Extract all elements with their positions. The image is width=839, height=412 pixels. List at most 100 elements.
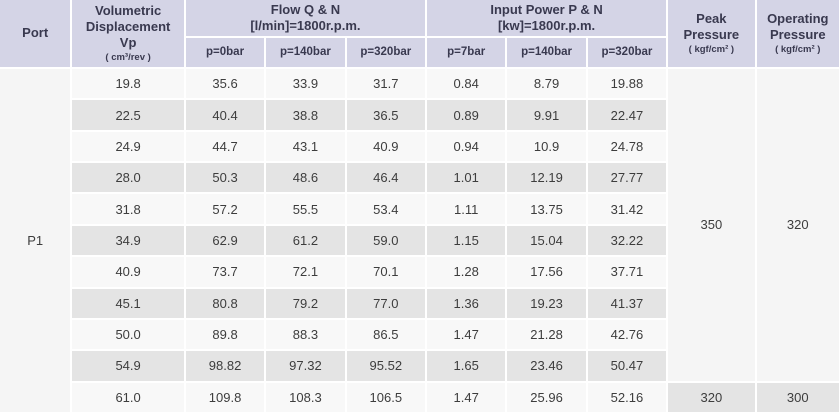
col-header-operating-pressure: Operating Pressure ( kgf/cm² ): [756, 0, 839, 67]
flow-cell: 108.3: [266, 382, 345, 412]
vp-cell: 19.8: [72, 69, 184, 99]
flow-cell: 109.8: [185, 382, 265, 412]
flow-cell: 77.0: [346, 288, 425, 318]
port-value-cell: P1: [0, 69, 71, 412]
table-header: Port Volumetric Displacement Vp ( cm³/re…: [0, 0, 839, 67]
power-cell: 1.47: [427, 382, 506, 412]
power-cell: 41.37: [587, 288, 667, 318]
flow-cell: 73.7: [185, 257, 265, 287]
flow-cell: 97.32: [266, 351, 345, 381]
power-cell: 1.28: [427, 257, 506, 287]
power-cell: 42.76: [587, 319, 667, 350]
peak-pressure-header-label: Peak Pressure: [683, 10, 740, 43]
col-header-port: Port: [0, 0, 71, 67]
power-cell: 50.47: [587, 351, 667, 381]
table-row: 45.1 80.8 79.2 77.0 1.36 19.23 41.37: [0, 288, 839, 318]
operating-pressure-last-value: 300: [756, 382, 839, 412]
col-header-flow-0bar: p=0bar: [185, 38, 265, 67]
flow-cell: 61.2: [266, 225, 345, 256]
vp-cell: 61.0: [72, 382, 184, 412]
volumetric-header-label: Volumetric Displacement Vp: [85, 2, 171, 51]
flow-cell: 44.7: [185, 131, 265, 162]
col-header-volumetric-displacement: Volumetric Displacement Vp ( cm³/rev ): [72, 0, 184, 67]
header-subcolumn-row: p=0bar p=140bar p=320bar p=7bar p=140bar…: [0, 38, 839, 67]
power-cell: 0.94: [427, 131, 506, 162]
flow-cell: 40.9: [346, 131, 425, 162]
power-cell: 37.71: [587, 257, 667, 287]
flow-cell: 31.7: [346, 69, 425, 99]
flow-cell: 55.5: [266, 194, 345, 224]
flow-cell: 95.52: [346, 351, 425, 381]
flow-cell: 72.1: [266, 257, 345, 287]
flow-cell: 40.4: [185, 100, 265, 130]
power-cell: 8.79: [507, 69, 586, 99]
operating-pressure-value: 320: [756, 69, 839, 381]
flow-cell: 50.3: [185, 163, 265, 193]
flow-cell: 70.1: [346, 257, 425, 287]
power-cell: 1.65: [427, 351, 506, 381]
flow-cell: 98.82: [185, 351, 265, 381]
power-cell: 23.46: [507, 351, 586, 381]
vp-cell: 45.1: [72, 288, 184, 318]
power-cell: 19.23: [507, 288, 586, 318]
flow-cell: 35.6: [185, 69, 265, 99]
power-cell: 17.56: [507, 257, 586, 287]
flow-cell: 106.5: [346, 382, 425, 412]
flow-cell: 86.5: [346, 319, 425, 350]
power-cell: 12.19: [507, 163, 586, 193]
flow-group-label: Flow Q & N [l/min]=1800r.p.m.: [250, 1, 361, 33]
flow-cell: 53.4: [346, 194, 425, 224]
power-cell: 1.11: [427, 194, 506, 224]
input-power-group-label: Input Power P & N [kw]=1800r.p.m.: [490, 1, 603, 33]
table-row: 34.9 62.9 61.2 59.0 1.15 15.04 32.22: [0, 225, 839, 256]
power-cell: 31.42: [587, 194, 667, 224]
flow-cell: 36.5: [346, 100, 425, 130]
vp-cell: 54.9: [72, 351, 184, 381]
power-cell: 25.96: [507, 382, 586, 412]
peak-pressure-last-value: 320: [668, 382, 755, 412]
vp-cell: 34.9: [72, 225, 184, 256]
flow-cell: 62.9: [185, 225, 265, 256]
power-cell: 10.9: [507, 131, 586, 162]
flow-cell: 80.8: [185, 288, 265, 318]
flow-cell: 33.9: [266, 69, 345, 99]
power-cell: 22.47: [587, 100, 667, 130]
power-cell: 1.36: [427, 288, 506, 318]
power-cell: 9.91: [507, 100, 586, 130]
vp-cell: 31.8: [72, 194, 184, 224]
table-row: 54.9 98.82 97.32 95.52 1.65 23.46 50.47: [0, 351, 839, 381]
table-row: 50.0 89.8 88.3 86.5 1.47 21.28 42.76: [0, 319, 839, 350]
vp-cell: 40.9: [72, 257, 184, 287]
vp-cell: 24.9: [72, 131, 184, 162]
flow-cell: 89.8: [185, 319, 265, 350]
table-row: 31.8 57.2 55.5 53.4 1.11 13.75 31.42: [0, 194, 839, 224]
power-cell: 0.84: [427, 69, 506, 99]
operating-pressure-header-label: Operating Pressure: [767, 10, 829, 43]
flow-cell: 48.6: [266, 163, 345, 193]
table-row: P1 19.8 35.6 33.9 31.7 0.84 8.79 19.88 350 320: [0, 69, 839, 412]
col-header-power-320bar: p=320bar: [587, 38, 667, 67]
col-header-flow-140bar: p=140bar: [266, 38, 345, 67]
operating-pressure-unit-label: ( kgf/cm² ): [775, 44, 821, 56]
flow-cell: 43.1: [266, 131, 345, 162]
col-header-power-140bar: p=140bar: [507, 38, 586, 67]
table-row: 22.5 40.4 38.8 36.5 0.89 9.91 22.47: [0, 100, 839, 130]
power-cell: 24.78: [587, 131, 667, 162]
flow-cell: 88.3: [266, 319, 345, 350]
flow-cell: 38.8: [266, 100, 345, 130]
power-cell: 1.01: [427, 163, 506, 193]
col-header-power-7bar: p=7bar: [427, 38, 506, 67]
power-cell: 0.89: [427, 100, 506, 130]
power-cell: 32.22: [587, 225, 667, 256]
flow-cell: 79.2: [266, 288, 345, 318]
table-row: 24.9 44.7 43.1 40.9 0.94 10.9 24.78: [0, 131, 839, 162]
power-cell: 52.16: [587, 382, 667, 412]
col-group-flow: Flow Q & N [l/min]=1800r.p.m.: [185, 0, 425, 36]
flow-cell: 57.2: [185, 194, 265, 224]
vp-cell: 50.0: [72, 319, 184, 350]
header-group-row: Port Volumetric Displacement Vp ( cm³/re…: [0, 0, 839, 67]
power-cell: 1.47: [427, 319, 506, 350]
power-cell: 21.28: [507, 319, 586, 350]
